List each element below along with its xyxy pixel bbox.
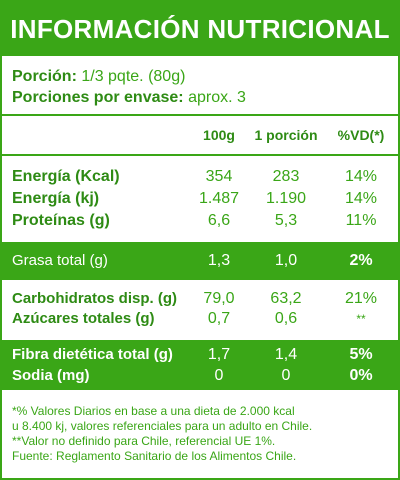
nutrient-label: Grasa total (g) — [12, 252, 108, 269]
portion-value: 1/3 pqte. (80g) — [81, 68, 186, 85]
footnote-line: **Valor no definido para Chile, referenc… — [12, 434, 276, 448]
servings-line: Porciones por envase: aprox. 3 — [12, 87, 392, 108]
portion-label: Porción: — [12, 68, 77, 85]
servings-value: aprox. 3 — [188, 89, 246, 106]
value-portion: 1,0 — [274, 252, 298, 269]
nutrition-title: INFORMACIÓN NUTRICIONAL — [2, 2, 398, 56]
servings-label: Porciones por envase: — [12, 89, 184, 106]
value-vd: 11% — [345, 212, 377, 229]
value-100g: 0,7 — [207, 310, 231, 327]
value-portion: 5,3 — [274, 212, 298, 229]
portion-line: Porción: 1/3 pqte. (80g) — [12, 66, 392, 87]
value-100g: 79,0 — [203, 290, 235, 307]
fat-band: Grasa total (g) 1,3 1,0 2% — [2, 242, 398, 280]
footnote-line: Fuente: Reglamento Sanitario de los Alim… — [12, 449, 297, 463]
nutrient-label: Proteínas (g) — [12, 212, 110, 229]
value-vd: 14% — [344, 168, 378, 185]
footnote-line: u 8.400 kj, valores referenciales para u… — [12, 419, 313, 433]
table-row: Grasa total (g) 1,3 1,0 2% — [2, 250, 398, 272]
value-100g: 0 — [214, 367, 224, 384]
value-vd: 5% — [349, 346, 373, 363]
value-vd: ** — [356, 312, 366, 326]
value-100g: 1,7 — [207, 346, 231, 363]
table-row: Azúcares totales (g) 0,7 0,6 ** — [2, 308, 398, 330]
divider — [2, 154, 398, 156]
nutrient-label: Carbohidratos disp. (g) — [12, 290, 177, 307]
value-100g: 6,6 — [207, 212, 231, 229]
value-100g: 1.487 — [198, 190, 240, 207]
nutrient-label: Energía (kj) — [12, 190, 100, 207]
value-portion: 63,2 — [270, 290, 302, 307]
portion-info: Porción: 1/3 pqte. (80g) Porciones por e… — [12, 66, 392, 108]
column-header-row: 100g 1 porción %VD(*) — [2, 124, 398, 146]
value-portion: 0,6 — [274, 310, 298, 327]
value-100g: 354 — [205, 168, 233, 185]
nutrient-label: Fibra dietética total (g) — [12, 346, 173, 363]
value-portion: 1.190 — [265, 190, 307, 207]
nutrient-label: Sodia (mg) — [12, 367, 90, 384]
col-header-portion: 1 porción — [254, 127, 318, 143]
table-row: Energía (Kcal) 354 283 14% — [2, 166, 398, 188]
col-header-100g: 100g — [203, 127, 235, 143]
value-vd: 14% — [344, 190, 378, 207]
table-row: Energía (kj) 1.487 1.190 14% — [2, 188, 398, 210]
table-row: Fibra dietética total (g) 1,7 1,4 5% — [2, 344, 398, 365]
nutrient-label: Energía (Kcal) — [12, 168, 120, 185]
footnotes: *% Valores Diarios en base a una dieta d… — [12, 404, 394, 464]
fiber-sodium-band: Fibra dietética total (g) 1,7 1,4 5% Sod… — [2, 340, 398, 390]
value-portion: 283 — [272, 168, 300, 185]
value-100g: 1,3 — [207, 252, 231, 269]
divider — [2, 114, 398, 116]
table-row: Carbohidratos disp. (g) 79,0 63,2 21% — [2, 288, 398, 310]
value-vd: 21% — [344, 290, 378, 307]
footnote-line: *% Valores Diarios en base a una dieta d… — [12, 404, 295, 418]
value-portion: 0 — [281, 367, 291, 384]
value-vd: 2% — [349, 252, 373, 269]
table-row: Sodia (mg) 0 0 0% — [2, 365, 398, 386]
value-vd: 0% — [349, 367, 373, 384]
col-header-vd: %VD(*) — [337, 127, 385, 143]
value-portion: 1,4 — [274, 346, 298, 363]
table-row: Proteínas (g) 6,6 5,3 11% — [2, 210, 398, 232]
nutrient-label: Azúcares totales (g) — [12, 310, 155, 327]
